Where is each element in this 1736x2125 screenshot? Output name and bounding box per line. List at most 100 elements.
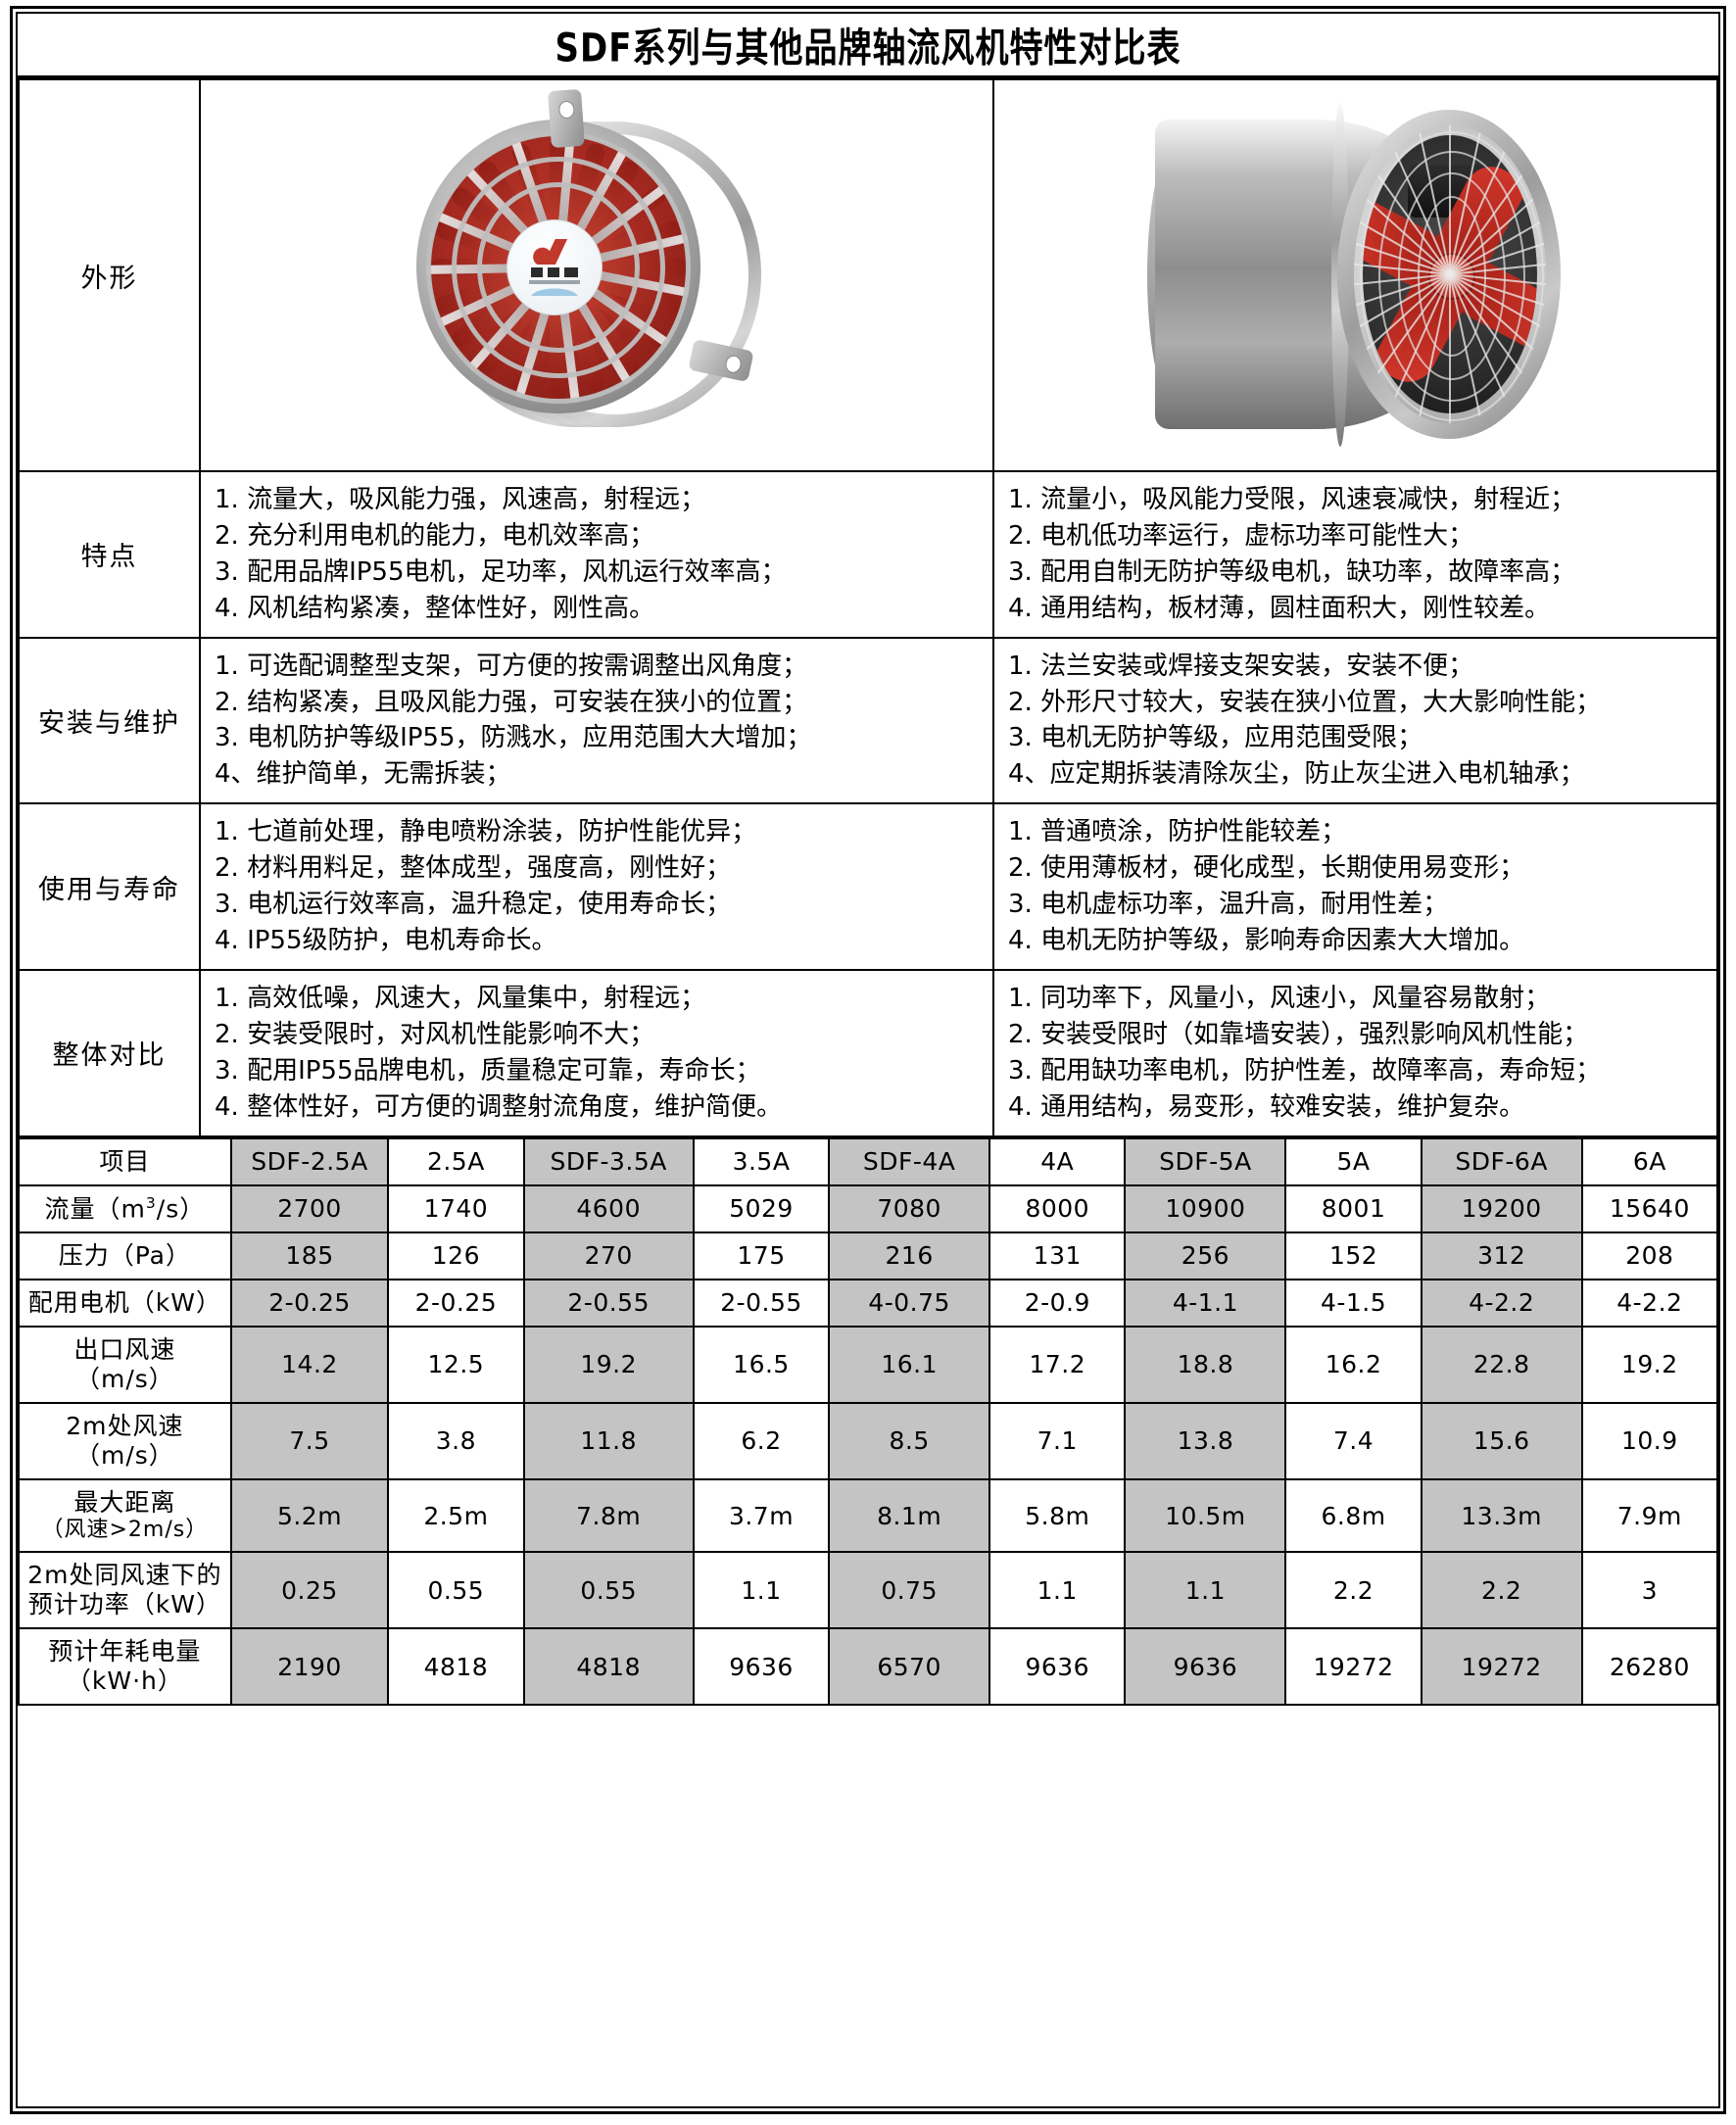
spec-cell: 216 — [828, 1231, 991, 1280]
spec-cell: 2-0.25 — [387, 1278, 525, 1328]
row-label-appearance: 外形 — [18, 78, 201, 472]
spec-cell: 10.5m — [1124, 1477, 1287, 1554]
spec-cell: 2190 — [229, 1627, 390, 1707]
spec-model-header: 6A — [1580, 1136, 1719, 1186]
bullet-item: 2. 使用薄板材，硬化成型，长期使用易变形； — [1008, 853, 1525, 884]
bullet-item: 3. 电机无防护等级，应用范围受限； — [1008, 723, 1423, 753]
spec-cell: 4-2.2 — [1420, 1278, 1583, 1328]
spec-row-max-distance: 最大距离 （风速>2m/s） 5.2m 2.5m 7.8m 3.7m 8.1m … — [18, 1477, 1719, 1554]
spec-cell: 6570 — [828, 1627, 991, 1707]
installation-other-cell: 1. 法兰安装或焊接支架安装，安装不便； 2. 外形尺寸较大，安装在狭小位置，大… — [992, 636, 1718, 805]
bullet-item: 2. 安装受限时，对风机性能影响不大； — [215, 1019, 655, 1049]
spec-row-label: 最大距离 （风速>2m/s） — [18, 1477, 232, 1554]
bullet-item: 3. 电机运行效率高，温升稳定，使用寿命长； — [215, 890, 732, 920]
spec-cell: 16.2 — [1284, 1325, 1423, 1404]
row-label-overall: 整体对比 — [18, 968, 201, 1137]
sdf-fan-photo-cell — [199, 78, 994, 472]
spec-model-header: 5A — [1284, 1136, 1423, 1186]
spec-row-label: 2m处风速 （m/s） — [18, 1401, 232, 1480]
bullet-item: 3. 配用自制无防护等级电机，缺功率，故障率高； — [1008, 556, 1576, 587]
bullet-item: 1. 同功率下，风量小，风速小，风量容易散射； — [1008, 983, 1551, 1013]
spec-header-row: 项目 SDF-2.5A 2.5A SDF-3.5A 3.5A SDF-4A 4A… — [18, 1136, 1719, 1186]
spec-cell: 22.8 — [1420, 1325, 1583, 1404]
bullet-item: 2. 电机低功率运行，虚标功率可能性大； — [1008, 520, 1474, 551]
page-title-bar: SDF系列与其他品牌轴流风机特性对比表 — [18, 14, 1718, 78]
spec-cell: 2.2 — [1420, 1551, 1583, 1630]
spec-cell: 19272 — [1420, 1627, 1583, 1707]
spec-row-label: 流量（m3/s） — [18, 1183, 232, 1233]
spec-cell: 6.2 — [692, 1401, 831, 1480]
spec-cell: 3.7m — [692, 1477, 831, 1554]
bullet-item: 4. 通用结构，板材薄，圆柱面积大，刚性较差。 — [1008, 593, 1551, 623]
spec-cell: 152 — [1284, 1231, 1423, 1280]
spec-cell: 19.2 — [522, 1325, 695, 1404]
spec-cell: 7.8m — [522, 1477, 695, 1554]
spec-cell: 8.1m — [828, 1477, 991, 1554]
features-other-cell: 1. 流量小，吸风能力受限，风速衰减快，射程近； 2. 电机低功率运行，虚标功率… — [992, 470, 1718, 639]
spec-cell: 1740 — [387, 1183, 525, 1233]
spec-cell: 10900 — [1124, 1183, 1287, 1233]
bullet-item: 1. 流量小，吸风能力受限，风速衰减快，射程近； — [1008, 485, 1576, 514]
page-title: SDF系列与其他品牌轴流风机特性对比表 — [555, 25, 1181, 72]
bullet-item: 1. 法兰安装或焊接支架安装，安装不便； — [1008, 651, 1474, 681]
spec-model-header: 3.5A — [692, 1136, 831, 1186]
spec-cell: 5.8m — [989, 1477, 1127, 1554]
spec-cell: 19200 — [1420, 1183, 1583, 1233]
bullet-item: 4. 电机无防护等级，影响寿命因素大大增加。 — [1008, 925, 1525, 955]
table-row-installation: 安装与维护 1. 可选配调整型支架，可方便的按需调整出风角度； 2. 结构紧凑，… — [18, 636, 1718, 805]
spec-cell: 11.8 — [522, 1401, 695, 1480]
table-row-appearance: 外形 — [18, 78, 1718, 472]
inner-border: SDF系列与其他品牌轴流风机特性对比表 外形 — [16, 12, 1720, 2108]
spec-model-header: 2.5A — [387, 1136, 525, 1186]
spec-cell: 7080 — [828, 1183, 991, 1233]
spec-row-label: 2m处同风速下的 预计功率（kW） — [18, 1551, 232, 1630]
spec-row-outlet-speed: 出口风速 （m/s） 14.2 12.5 19.2 16.5 16.1 17.2… — [18, 1325, 1719, 1404]
mounting-bracket-top — [548, 88, 585, 149]
spec-row-equivalent-power: 2m处同风速下的 预计功率（kW） 0.25 0.55 0.55 1.1 0.7… — [18, 1551, 1719, 1630]
spec-model-header: SDF-3.5A — [522, 1136, 695, 1186]
spec-cell: 0.55 — [522, 1551, 695, 1630]
spec-model-header: SDF-4A — [828, 1136, 991, 1186]
bullet-item: 2. 外形尺寸较大，安装在狭小位置，大大影响性能； — [1008, 687, 1602, 717]
spec-cell: 270 — [522, 1231, 695, 1280]
spec-cell: 2700 — [229, 1183, 390, 1233]
spec-cell: 0.25 — [229, 1551, 390, 1630]
overall-other-cell: 1. 同功率下，风量小，风速小，风量容易散射； 2. 安装受限时（如靠墙安装），… — [992, 968, 1718, 1137]
spec-cell: 2.5m — [387, 1477, 525, 1554]
generic-fan-photo-cell — [992, 78, 1718, 472]
bullet-item: 3. 配用品牌IP55电机，足功率，风机运行效率高； — [215, 556, 787, 587]
spec-row-label: 出口风速 （m/s） — [18, 1325, 232, 1404]
bullet-item: 1. 高效低噪，风速大，风量集中，射程远； — [215, 983, 706, 1013]
spec-cell: 15640 — [1580, 1183, 1719, 1233]
bullet-item: 4. 风机结构紧凑，整体性好，刚性高。 — [215, 593, 655, 623]
spec-cell: 4-2.2 — [1580, 1278, 1719, 1328]
table-row-features: 特点 1. 流量大，吸风能力强，风速高，射程远； 2. 充分利用电机的能力，电机… — [18, 470, 1718, 639]
spec-cell: 8001 — [1284, 1183, 1423, 1233]
bullet-item: 2. 材料用料足，整体成型，强度高，刚性好； — [215, 853, 732, 884]
outer-border: SDF系列与其他品牌轴流风机特性对比表 外形 — [10, 6, 1726, 2114]
bullet-item: 3. 配用缺功率电机，防护性差，故障率高，寿命短； — [1008, 1055, 1602, 1086]
spec-cell: 8.5 — [828, 1401, 991, 1480]
spec-cell: 8000 — [989, 1183, 1127, 1233]
overall-sdf-cell: 1. 高效低噪，风速大，风量集中，射程远； 2. 安装受限时，对风机性能影响不大… — [199, 968, 994, 1137]
spec-cell: 5.2m — [229, 1477, 390, 1554]
spec-cell: 4-1.5 — [1284, 1278, 1423, 1328]
spec-cell: 26280 — [1580, 1627, 1719, 1707]
spec-cell: 4818 — [522, 1627, 695, 1707]
spec-cell: 6.8m — [1284, 1477, 1423, 1554]
bullet-item: 1. 七道前处理，静电喷粉涂装，防护性能优异； — [215, 817, 757, 847]
bullet-item: 1. 普通喷涂，防护性能较差； — [1008, 817, 1347, 847]
spec-cell: 7.9m — [1580, 1477, 1719, 1554]
spec-cell: 2.2 — [1284, 1551, 1423, 1630]
spec-cell: 2-0.55 — [692, 1278, 831, 1328]
spec-cell: 1.1 — [989, 1551, 1127, 1630]
installation-sdf-cell: 1. 可选配调整型支架，可方便的按需调整出风角度； 2. 结构紧凑，且吸风能力强… — [199, 636, 994, 805]
row-label-lifespan: 使用与寿命 — [18, 802, 201, 971]
spec-cell: 4-1.1 — [1124, 1278, 1287, 1328]
spec-model-header: SDF-5A — [1124, 1136, 1287, 1186]
spec-cell: 16.5 — [692, 1325, 831, 1404]
row-label-features: 特点 — [18, 470, 201, 639]
spec-row-flow: 流量（m3/s） 2700 1740 4600 5029 7080 8000 1… — [18, 1183, 1719, 1233]
spec-row-label: 配用电机（kW） — [18, 1278, 232, 1328]
